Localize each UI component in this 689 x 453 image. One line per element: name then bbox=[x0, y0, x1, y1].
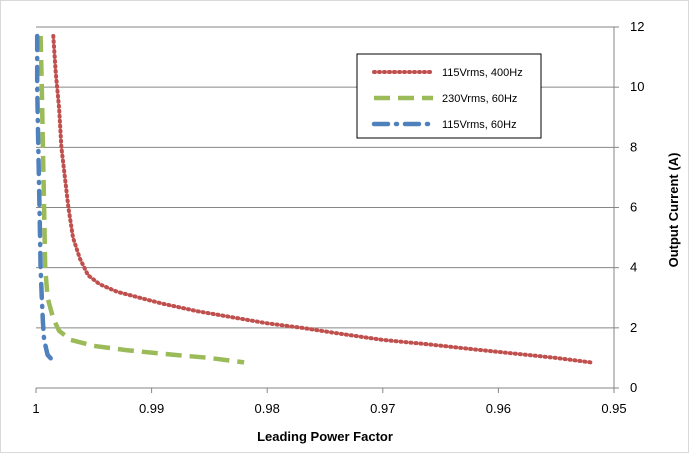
y-tick-label: 12 bbox=[630, 19, 644, 34]
x-tick-label: 1 bbox=[32, 401, 39, 416]
x-tick-labels: 1 0.99 0.98 0.97 0.96 0.95 bbox=[32, 401, 626, 416]
series-layer bbox=[34, 33, 593, 367]
x-tick-label: 0.97 bbox=[370, 401, 395, 416]
y-axis-title: Output Current (A) bbox=[666, 153, 681, 268]
y-tick-label: 8 bbox=[630, 139, 637, 154]
y-tick-labels: 0 2 4 6 8 10 12 bbox=[630, 19, 644, 395]
legend-label-1: 115Vrms, 400Hz bbox=[442, 67, 523, 79]
gridlines bbox=[36, 26, 614, 329]
x-tick-label: 0.95 bbox=[601, 401, 626, 416]
x-tick-label: 0.99 bbox=[139, 401, 164, 416]
axes bbox=[35, 26, 619, 393]
series-line-1 bbox=[51, 34, 593, 365]
x-axis-title: Leading Power Factor bbox=[257, 429, 393, 444]
x-tick-label: 0.98 bbox=[255, 401, 280, 416]
y-tick-label: 0 bbox=[630, 380, 637, 395]
legend: 115Vrms, 400Hz 230Vrms, 60Hz 115Vrms, 60Hz bbox=[356, 53, 542, 139]
y-tick-label: 2 bbox=[630, 320, 637, 335]
x-tick-label: 0.96 bbox=[486, 401, 511, 416]
series-line-3 bbox=[34, 33, 58, 367]
series-line-2 bbox=[38, 35, 245, 365]
y-tick-label: 6 bbox=[630, 200, 637, 215]
legend-label-2: 230Vrms, 60Hz bbox=[442, 93, 517, 105]
y-tick-label: 10 bbox=[630, 79, 644, 94]
y-tick-label: 4 bbox=[630, 260, 637, 275]
legend-label-3: 115Vrms, 60Hz bbox=[442, 119, 517, 131]
